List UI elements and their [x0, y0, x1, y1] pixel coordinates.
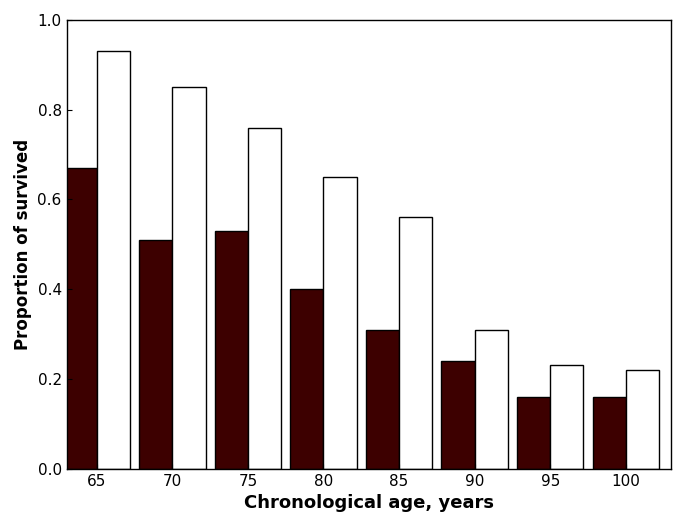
Bar	[441, 361, 475, 469]
Bar	[173, 87, 206, 469]
Bar	[248, 128, 281, 469]
Bar	[323, 177, 357, 469]
Bar	[214, 231, 248, 469]
Bar	[626, 370, 659, 469]
Bar	[290, 289, 323, 469]
Bar	[399, 217, 432, 469]
Bar	[139, 240, 173, 469]
Bar	[366, 330, 399, 469]
X-axis label: Chronological age, years: Chronological age, years	[244, 494, 494, 512]
Bar	[475, 330, 508, 469]
Bar	[97, 52, 130, 469]
Bar	[593, 397, 626, 469]
Bar	[550, 366, 584, 469]
Y-axis label: Proportion of survived: Proportion of survived	[14, 139, 32, 350]
Bar	[64, 168, 97, 469]
Bar	[517, 397, 550, 469]
